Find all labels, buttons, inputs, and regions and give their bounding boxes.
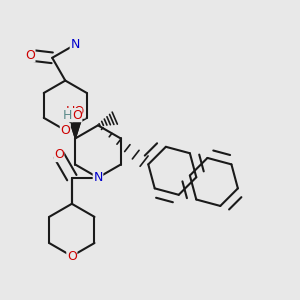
Polygon shape: [69, 118, 82, 138]
Text: O: O: [54, 148, 64, 161]
Text: O: O: [60, 124, 70, 137]
Text: N: N: [93, 171, 103, 184]
Text: H: H: [63, 109, 73, 122]
Polygon shape: [69, 118, 82, 138]
Text: HO: HO: [66, 105, 85, 118]
Text: O: O: [67, 250, 77, 262]
Text: O: O: [72, 109, 82, 122]
Text: N: N: [70, 38, 80, 51]
Text: O: O: [25, 49, 35, 62]
